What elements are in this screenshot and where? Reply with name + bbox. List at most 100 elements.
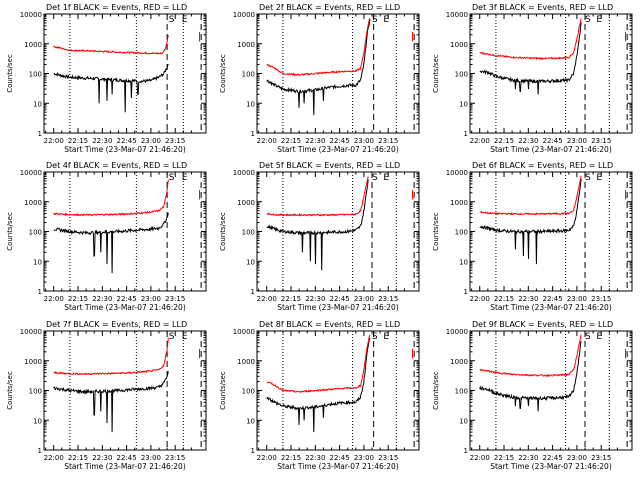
x-tick-label: 22:00 [44,295,64,303]
E-marker: E [383,15,389,25]
y-tick-label: 100 [242,229,255,237]
x-tick-label: 23:00 [567,295,587,303]
x-tick-label: 23:00 [141,454,161,462]
panel-det-5: Det 5f BLACK = Events, RED = LLD S E 1 10 100… [219,161,420,312]
y-tick-label: 10 [459,100,468,108]
x-tick-label: 22:00 [470,137,490,145]
y-tick-label: 1 [38,288,42,296]
x-tick-label: 23:00 [354,454,374,462]
y-tick-label: 1000 [450,41,468,49]
lld-series-line [53,179,169,217]
panel-det-8: Det 8f BLACK = Events, RED = LLD S E 1 10 100… [219,320,420,471]
events-series-line [266,337,371,433]
panel-title: Det 5f BLACK = Events, RED = LLD [259,161,400,170]
x-tick-label: 22:30 [92,137,112,145]
y-axis-label: Counts/sec [6,212,14,251]
x-tick-label: 22:45 [117,295,137,303]
x-axis-label: Start Time (23-Mar-07 21:46:20) [64,303,186,312]
events-series-line [53,212,169,274]
events-series-line [479,22,582,95]
x-axis-label: Start Time (23-Mar-07 21:46:20) [277,462,399,471]
events-series-line [266,179,369,271]
x-tick-label: 22:15 [68,137,88,145]
S-marker: S [585,332,591,342]
x-tick-label: 22:15 [281,295,301,303]
panel-det-2: Det 2f BLACK = Events, RED = LLD S E 1 10 100… [219,3,420,154]
y-axis-label: Counts/sec [219,212,227,251]
panel-axes-box [256,330,420,451]
x-tick-label: 23:15 [378,454,398,462]
events-series-line [266,18,371,116]
panel-title: Det 7f BLACK = Events, RED = LLD [46,320,187,329]
lld-series-line [53,35,169,55]
panel-plot-area [53,14,202,133]
x-tick-label: 23:00 [354,295,374,303]
y-axis-label: Counts/sec [432,54,440,93]
y-tick-label: 1000 [24,358,42,366]
y-tick-label: 1 [251,447,255,455]
y-tick-label: 10000 [233,169,255,177]
E-marker: E [596,173,602,183]
S-marker: S [169,332,175,342]
panel-title: Det 9f BLACK = Events, RED = LLD [472,320,613,329]
y-tick-label: 10 [246,417,255,425]
y-tick-label: 1 [464,447,468,455]
S-marker: S [372,173,378,183]
x-tick-label: 22:30 [305,295,325,303]
events-series-line [479,340,582,412]
S-marker: S [169,173,175,183]
y-axis-label: Counts/sec [219,54,227,93]
x-tick-label: 22:15 [494,137,514,145]
x-tick-label: 22:30 [305,454,325,462]
x-axis-label: Start Time (23-Mar-07 21:46:20) [64,145,186,154]
y-tick-label: 10000 [233,11,255,19]
x-tick-label: 22:15 [281,454,301,462]
y-tick-label: 10 [33,100,42,108]
x-tick-label: 23:00 [141,295,161,303]
y-tick-label: 1000 [450,358,468,366]
panel-det-6: Det 6f BLACK = Events, RED = LLD S E 1 10 100… [432,161,633,312]
panel-plot-area [479,172,628,291]
y-tick-label: 1000 [237,199,255,207]
lld-series-line [53,337,169,376]
x-tick-label: 22:30 [92,295,112,303]
x-tick-label: 22:00 [257,295,277,303]
y-tick-label: 1 [38,130,42,138]
y-tick-label: 1 [251,288,255,296]
y-axis-label: Counts/sec [432,212,440,251]
x-tick-label: 22:30 [518,295,538,303]
y-tick-label: 100 [455,229,468,237]
x-axis-label: Start Time (23-Mar-07 21:46:20) [490,303,612,312]
x-tick-label: 22:45 [117,137,137,145]
panel-plot-area [266,331,415,450]
y-axis-label: Counts/sec [6,371,14,410]
x-tick-label: 22:30 [518,454,538,462]
E-marker: E [182,15,188,25]
E-marker: E [383,173,389,183]
x-tick-label: 23:15 [165,295,185,303]
x-axis-label: Start Time (23-Mar-07 21:46:20) [490,145,612,154]
y-tick-label: 10000 [446,11,468,19]
panel-title: Det 2f BLACK = Events, RED = LLD [259,3,400,12]
events-series-line [53,63,169,113]
x-tick-label: 22:00 [470,454,490,462]
events-series-line [479,178,582,265]
x-tick-label: 23:15 [165,454,185,462]
panel-title: Det 6f BLACK = Events, RED = LLD [472,161,613,170]
panel-det-4: Det 4f BLACK = Events, RED = LLD S E 1 10 100… [6,161,207,312]
panel-plot-area [479,331,628,450]
y-axis-label: Counts/sec [219,371,227,410]
y-tick-label: 10000 [233,328,255,336]
panel-plot-area [479,14,628,133]
x-tick-label: 22:45 [330,454,350,462]
y-tick-label: 10000 [20,328,42,336]
S-marker: S [585,173,591,183]
y-tick-label: 1 [38,447,42,455]
x-tick-label: 22:30 [92,454,112,462]
x-tick-label: 23:15 [591,137,611,145]
x-tick-label: 22:15 [494,295,514,303]
y-tick-label: 100 [455,388,468,396]
y-tick-label: 1 [464,130,468,138]
x-tick-label: 23:15 [591,295,611,303]
